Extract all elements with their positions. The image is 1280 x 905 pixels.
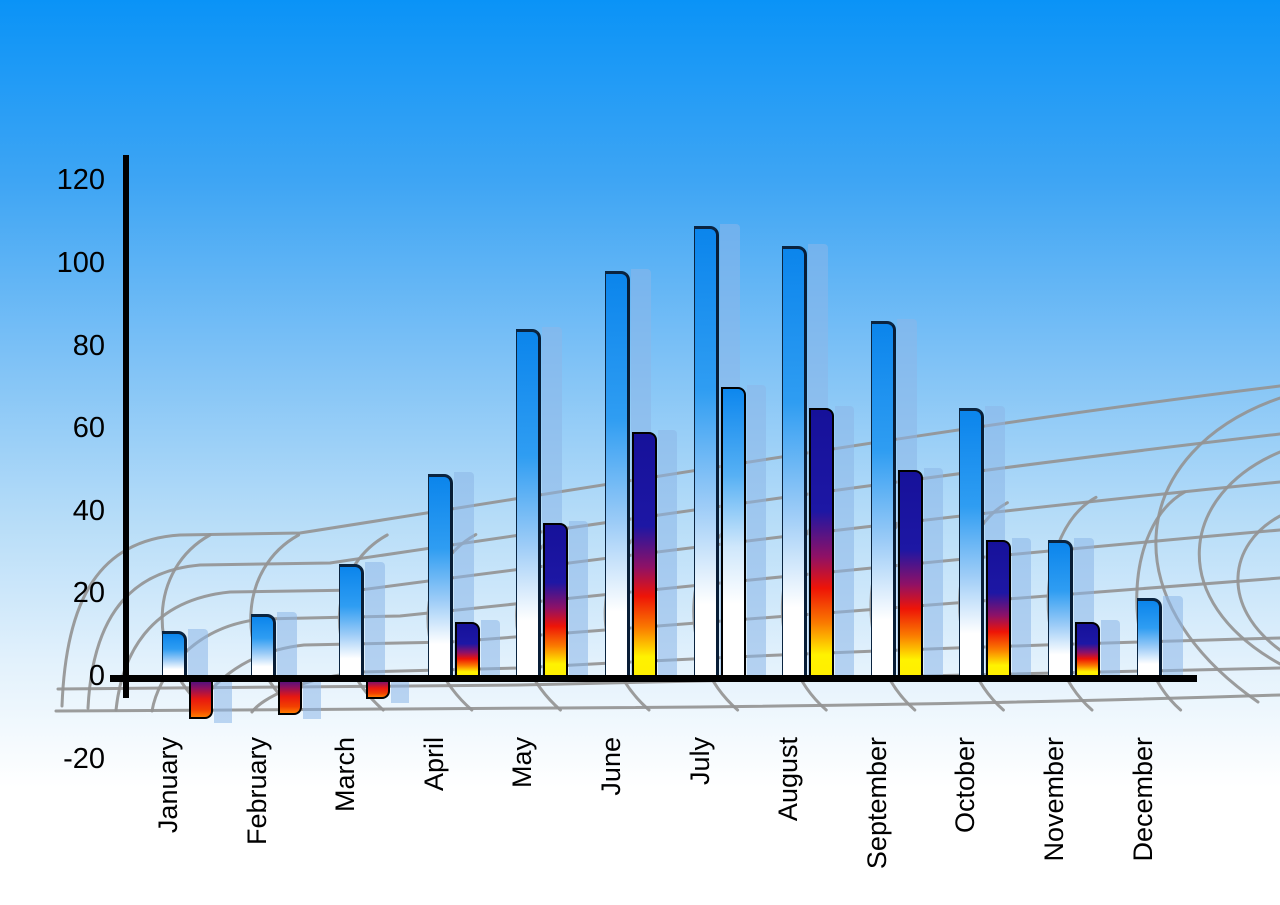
y-tick-40: 40 <box>72 494 105 527</box>
bar-shadow-secondary-november <box>1101 620 1120 676</box>
bar-shadow-secondary-april <box>480 620 500 676</box>
bar-shadow-secondary-january <box>214 676 232 724</box>
x-label-june: June <box>596 737 626 796</box>
x-label-april: April <box>418 737 449 792</box>
bar-shadow-main-march <box>365 562 386 676</box>
bar-shadow-main-february <box>276 612 297 676</box>
bar-shadow-secondary-june <box>658 430 677 676</box>
bar-main-february <box>250 614 276 676</box>
bar-secondary-january <box>189 677 213 720</box>
y-tick-0: 0 <box>88 660 105 692</box>
bar-shadow-secondary-july <box>746 384 766 676</box>
bar-main-april <box>427 473 453 676</box>
bar-secondary-august <box>809 407 835 676</box>
bar-shadow-main-december <box>1162 595 1183 676</box>
x-axis-line <box>110 675 1197 682</box>
bar-main-august <box>782 246 808 676</box>
bar-secondary-june <box>632 432 657 676</box>
x-label-november: November <box>1039 737 1069 862</box>
x-label-february: February <box>241 737 272 846</box>
y-tick-60: 60 <box>72 412 105 445</box>
x-label-december: December <box>1127 737 1158 862</box>
y-tick-120: 120 <box>56 164 105 197</box>
bar-main-may <box>516 329 542 676</box>
x-label-january: January <box>153 737 183 834</box>
x-label-july: July <box>684 737 715 786</box>
bar-main-december <box>1136 597 1162 676</box>
bar-main-march <box>339 564 365 676</box>
y-tick-100: 100 <box>56 247 105 279</box>
x-label-may: May <box>507 737 538 789</box>
x-label-august: August <box>773 737 804 822</box>
bar-shadow-main-january <box>188 628 208 676</box>
bar-secondary-november <box>1075 622 1100 676</box>
bar-shadow-secondary-may <box>569 521 589 676</box>
bar-shadow-secondary-october <box>1012 537 1032 676</box>
bar-main-june <box>605 271 630 676</box>
y-tick-20: 20 <box>72 577 105 610</box>
bar-main-october <box>959 407 985 676</box>
bar-shadow-secondary-august <box>835 405 855 676</box>
bar-main-september <box>870 320 896 676</box>
bar-shadow-secondary-february <box>302 676 321 720</box>
x-label-march: March <box>330 737 361 813</box>
bar-secondary-september <box>897 469 923 676</box>
bar-main-january <box>162 630 187 676</box>
x-label-september: September <box>861 737 892 870</box>
y-tick-80: 80 <box>72 329 105 362</box>
x-label-october: October <box>950 737 981 834</box>
bar-secondary-march <box>366 677 391 699</box>
bar-shadow-secondary-march <box>391 676 410 703</box>
bar-main-july <box>693 225 719 676</box>
bar-secondary-april <box>454 622 480 676</box>
bar-secondary-may <box>543 523 569 676</box>
bar-main-november <box>1048 539 1073 676</box>
bar-shadow-secondary-september <box>923 467 943 676</box>
y-tick--20: -20 <box>63 742 105 775</box>
bar-secondary-february <box>277 677 302 716</box>
bar-secondary-july <box>720 386 746 676</box>
y-axis-line <box>123 155 129 698</box>
bar-secondary-october <box>986 539 1012 676</box>
